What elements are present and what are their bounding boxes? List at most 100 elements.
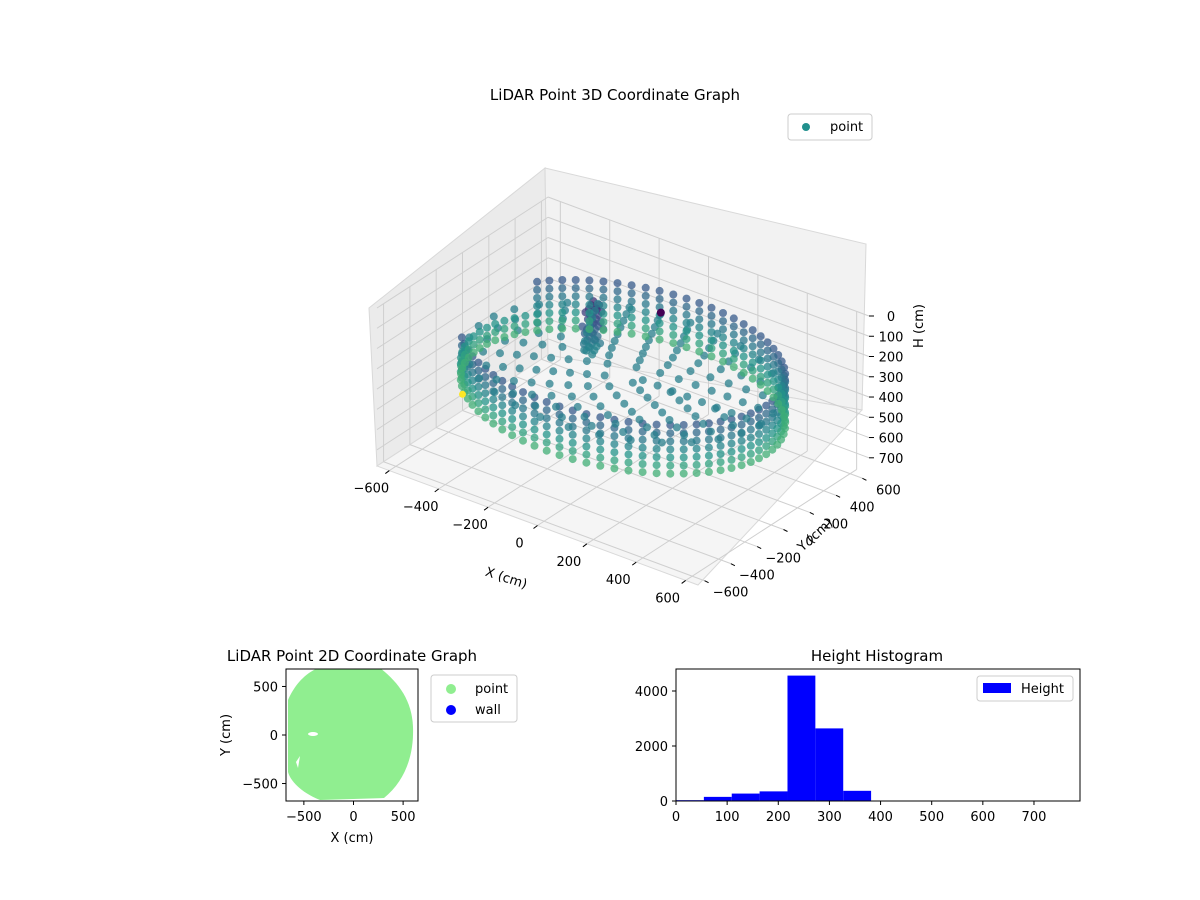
data-point-3d — [583, 382, 592, 391]
legend-height-label: Height — [1021, 682, 1064, 697]
data-point-3d — [769, 409, 778, 418]
data-point-3d — [729, 338, 738, 347]
y-tick-3d — [835, 494, 841, 498]
data-point-3d — [533, 318, 542, 327]
data-point-3d — [638, 435, 647, 444]
data-point-3d — [533, 277, 542, 286]
data-point-3d — [729, 314, 738, 323]
data-point-3d — [754, 403, 763, 412]
data-point-3d — [738, 398, 747, 407]
data-point-3d — [719, 333, 727, 342]
data-point-3d — [481, 405, 490, 414]
data-point-3d — [669, 339, 678, 348]
data-point-3d — [545, 284, 554, 293]
data-point-3d — [683, 392, 692, 401]
data-point-3d — [582, 442, 591, 451]
data-point-3d — [545, 317, 554, 326]
data-point-3d — [620, 399, 629, 408]
data-point-3d — [483, 339, 491, 348]
data-point-3d — [555, 434, 564, 443]
data-point-3d — [682, 343, 691, 352]
data-point-3d — [729, 346, 738, 355]
data-point-3d — [707, 386, 716, 395]
data-point-3d — [748, 342, 757, 351]
data-point-3d — [610, 448, 619, 457]
data-point-3d — [652, 461, 661, 470]
data-point-3d — [652, 453, 661, 461]
data-point-3d — [545, 325, 554, 334]
data-point-3d — [521, 328, 530, 337]
data-point-3d — [491, 336, 500, 345]
data-point-3d — [519, 338, 528, 347]
legend-2d: point wall — [430, 674, 518, 723]
data-point-3d — [762, 409, 771, 418]
data-point-3d — [627, 329, 636, 338]
data-point-3d — [558, 300, 567, 309]
data-point-3d — [763, 346, 772, 355]
data-point-3d — [627, 321, 636, 330]
data-point-3d — [707, 303, 716, 312]
data-point-3d — [489, 403, 498, 412]
data-point-3d — [638, 468, 647, 477]
data-point-3d — [641, 332, 650, 341]
x-tick-label-3d: 600 — [655, 591, 680, 606]
data-point-3d — [469, 332, 478, 341]
data-point-3d — [635, 356, 644, 365]
data-point-3d — [706, 373, 715, 382]
data-point-3d — [585, 284, 594, 293]
z-tick-label-3d: 300 — [879, 371, 904, 386]
data-point-3d — [599, 285, 608, 294]
histogram-title: Height Histogram — [811, 647, 943, 665]
data-point-3d — [653, 381, 662, 390]
data-point-3d — [585, 276, 594, 285]
data-point-3d — [509, 389, 518, 398]
x-axis-label-2d: X (cm) — [331, 831, 374, 846]
y-tick-3d — [756, 546, 762, 550]
data-point-3d — [498, 393, 507, 402]
data-point-3d — [716, 441, 725, 450]
x-axis-label-3d: X (cm) — [483, 565, 529, 593]
data-point-3d — [739, 320, 748, 329]
data-point-3d — [737, 436, 746, 445]
data-point-3d — [584, 342, 593, 351]
grid-line-y — [409, 444, 732, 565]
data-point-3d — [571, 292, 580, 301]
data-point-3d — [603, 359, 612, 368]
data-point-3d — [655, 286, 664, 295]
data-point-3d — [613, 287, 622, 296]
data-point-3d — [587, 421, 596, 430]
data-point-3d — [571, 276, 580, 284]
data-point-3d — [527, 378, 536, 387]
data-point-3d — [483, 331, 491, 340]
data-point-3d — [555, 451, 564, 460]
data-point-3d — [755, 454, 763, 463]
grid-line-z-left — [376, 257, 549, 370]
grid-line-z-back — [547, 196, 870, 317]
data-point-3d — [491, 320, 500, 328]
data-point-3d — [695, 315, 704, 324]
data-point-3d — [545, 379, 554, 388]
data-point-3d — [533, 310, 542, 319]
data-point-3d — [521, 311, 530, 320]
y-tick-label-3d: 0 — [805, 535, 813, 550]
data-point-3d — [599, 293, 608, 302]
data-point-3d — [714, 435, 723, 444]
x-tick-label-3d: 400 — [606, 573, 631, 588]
data-point-3d — [519, 404, 527, 413]
data-point-3d — [704, 451, 713, 460]
x-tick-label-2d: −500 — [286, 810, 322, 825]
data-point-3d — [582, 450, 591, 459]
data-point-3d — [613, 327, 622, 336]
data-point-3d — [530, 433, 539, 442]
data-point-3d — [682, 310, 691, 319]
data-point-3d — [638, 460, 647, 468]
data-point-3d — [652, 444, 661, 453]
data-point-3d — [682, 327, 691, 335]
data-point-3d — [682, 294, 691, 303]
x-tick-label-histogram: 600 — [970, 810, 995, 825]
data-point-3d — [739, 328, 748, 337]
data-point-3d — [605, 382, 614, 391]
data-point-3d — [489, 419, 498, 428]
data-point-3d — [510, 322, 519, 331]
data-point-3d — [719, 325, 727, 334]
